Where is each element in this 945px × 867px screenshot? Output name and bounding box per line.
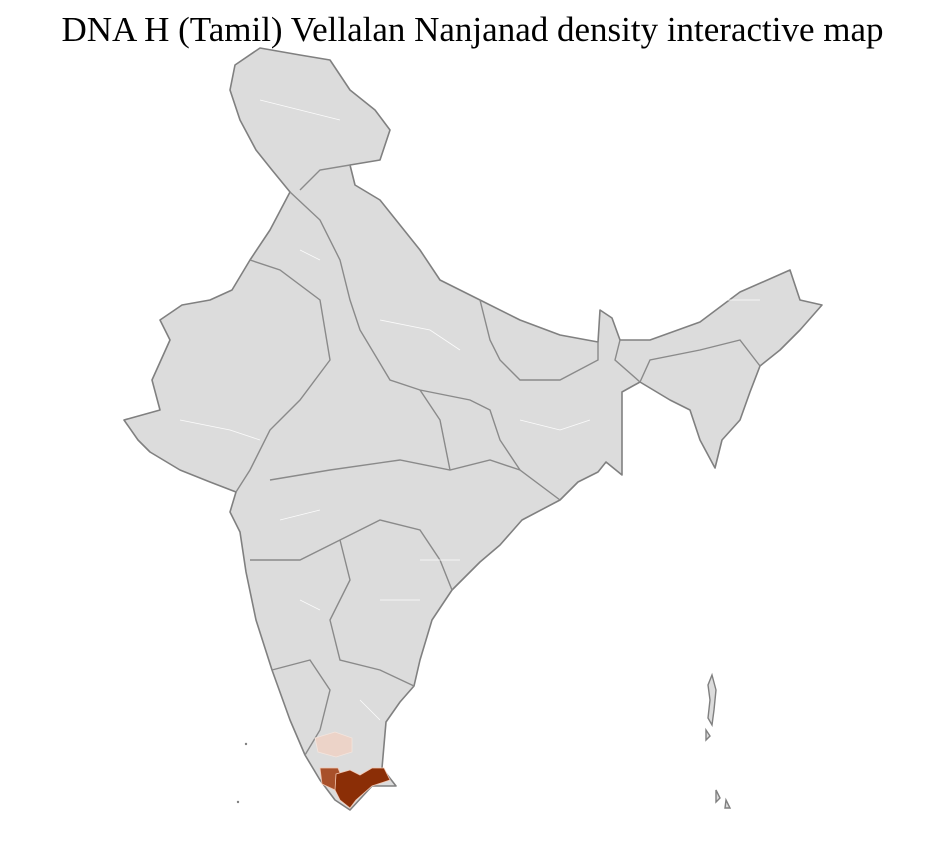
district-high-density bbox=[334, 767, 391, 809]
india-landmass[interactable] bbox=[123, 47, 823, 811]
map-title: DNA H (Tamil) Vellalan Nanjanad density … bbox=[61, 10, 884, 49]
district-low-density bbox=[314, 731, 353, 758]
andaman-nicobar-islands[interactable] bbox=[705, 672, 732, 809]
highlighted-districts[interactable] bbox=[314, 731, 391, 809]
district-borders bbox=[179, 99, 760, 721]
state-borders bbox=[235, 164, 761, 756]
lakshadweep-islands[interactable] bbox=[236, 742, 248, 804]
